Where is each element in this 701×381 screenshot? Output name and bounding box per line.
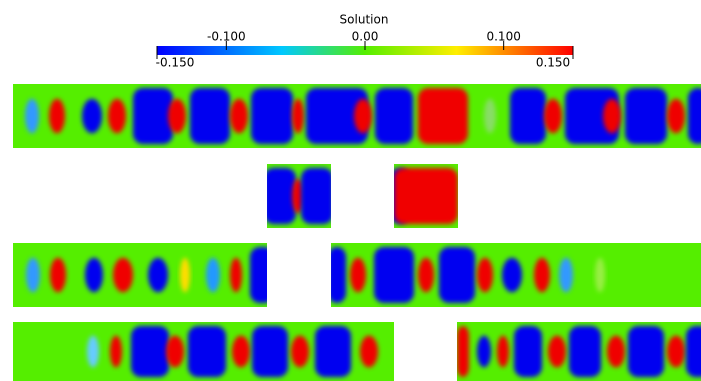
field-blob — [418, 257, 434, 293]
field-blob — [667, 335, 685, 368]
field-blob — [315, 326, 351, 377]
field-blob — [510, 88, 546, 144]
field-blob — [232, 335, 250, 368]
field-blob — [328, 247, 346, 303]
field-blob — [108, 98, 126, 134]
field-plot — [13, 84, 701, 148]
field-blob — [252, 326, 288, 377]
field-blob — [484, 98, 496, 134]
field-blob — [306, 88, 368, 144]
field-blob — [26, 257, 40, 293]
field-blob — [291, 335, 309, 368]
field-blob — [110, 335, 122, 368]
colorbar-tick-label: 0.150 — [536, 56, 570, 70]
field-blob — [534, 257, 550, 293]
field-blob — [497, 335, 509, 368]
colorbar — [157, 46, 573, 55]
field-blob — [548, 335, 566, 368]
field-blob — [230, 98, 248, 134]
field-blob — [569, 326, 601, 377]
field-blob — [180, 257, 190, 293]
field-blob — [292, 98, 304, 134]
field-blob — [360, 335, 378, 368]
field-blob — [49, 98, 65, 134]
field-blob — [625, 88, 667, 144]
field-blob — [544, 98, 562, 134]
field-blob — [565, 88, 619, 144]
field-blob — [607, 335, 625, 368]
field-blob — [375, 88, 413, 144]
colorbar-title: Solution — [340, 13, 389, 27]
colorbar-tick-label: -0.150 — [156, 56, 195, 70]
field-blob — [686, 326, 701, 377]
field-blob — [166, 335, 184, 368]
field-blob — [250, 247, 274, 303]
fields — [13, 84, 701, 381]
field-blob — [251, 88, 293, 144]
field-blob — [394, 168, 458, 224]
field-blob — [113, 257, 133, 293]
field-blob — [25, 98, 39, 134]
field-blob — [418, 88, 468, 144]
field-blob — [559, 257, 573, 293]
colorbar-tick-label: 0.100 — [486, 30, 520, 44]
field-plot — [13, 243, 701, 307]
field-blob — [82, 98, 102, 134]
field-blob — [230, 257, 242, 293]
field-blob — [514, 326, 542, 377]
field-blob — [206, 257, 220, 293]
field-blob — [148, 257, 168, 293]
field-blob — [301, 168, 333, 224]
field-blob — [595, 257, 605, 293]
field-blob — [131, 326, 169, 377]
field-blob — [502, 257, 522, 293]
field-blob — [85, 257, 103, 293]
field-blob — [688, 88, 701, 144]
field-blob — [667, 98, 685, 134]
colorbar-tick-label: 0.00 — [352, 30, 379, 44]
field-blob — [477, 335, 491, 368]
field-blob — [603, 98, 621, 134]
field-blob — [168, 98, 186, 134]
field-blob — [350, 257, 366, 293]
field-blob — [374, 247, 414, 303]
field-blob — [354, 98, 372, 134]
colorbar-tick-label: -0.100 — [207, 30, 246, 44]
field-blob — [457, 326, 469, 377]
field-plot — [13, 322, 701, 381]
field-blob — [439, 247, 475, 303]
field-blob — [87, 335, 99, 368]
field-blob — [133, 88, 173, 144]
field-blob — [477, 257, 493, 293]
field-blob — [50, 257, 66, 293]
field-blob — [267, 168, 296, 224]
field-plot — [267, 164, 458, 228]
field-blob — [190, 88, 230, 144]
field-blob — [628, 326, 664, 377]
field-blob — [188, 326, 226, 377]
